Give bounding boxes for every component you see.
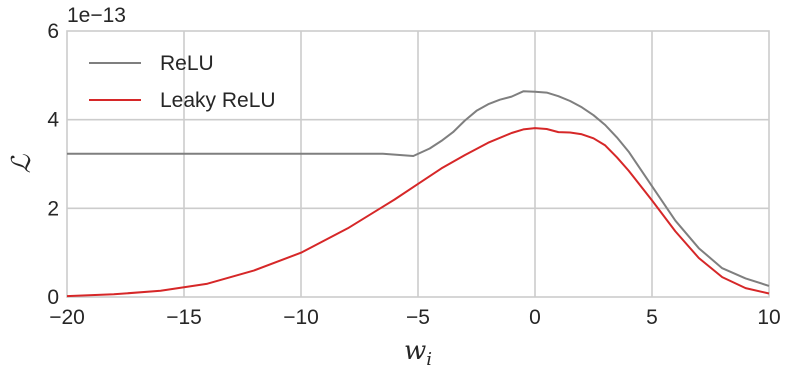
x-axis-label-subscript: i <box>426 349 432 367</box>
x-tick-label: −10 <box>283 306 319 329</box>
series-line-leaky-relu <box>66 127 770 298</box>
x-tick-label: 10 <box>757 306 780 329</box>
x-tick-label: 0 <box>529 306 541 329</box>
y-offset-label: 1e−13 <box>67 4 126 27</box>
legend-label-leaky-relu: Leaky ReLU <box>160 89 276 112</box>
x-tick-labels: −20 −15 −10 −5 0 5 10 <box>49 306 780 329</box>
legend: ReLU Leaky ReLU <box>89 52 276 112</box>
x-axis-label: wi <box>404 336 432 367</box>
grid <box>67 31 769 297</box>
x-tick-label: −15 <box>166 306 202 329</box>
y-tick-label: 4 <box>47 109 59 132</box>
y-tick-label: 2 <box>47 197 59 220</box>
x-tick-label: −20 <box>49 306 85 329</box>
x-tick-label: −5 <box>406 306 430 329</box>
y-tick-labels: 0 2 4 6 <box>47 20 59 309</box>
legend-label-relu: ReLU <box>160 52 214 75</box>
plot-frame <box>66 30 770 298</box>
y-tick-label: 6 <box>47 20 59 43</box>
y-tick-label: 0 <box>47 286 59 309</box>
x-axis-label-main: w <box>404 336 426 366</box>
y-axis-label: ℒ <box>7 153 37 173</box>
series-lines <box>66 90 770 298</box>
x-tick-label: 5 <box>646 306 658 329</box>
series-line-relu <box>67 90 770 287</box>
